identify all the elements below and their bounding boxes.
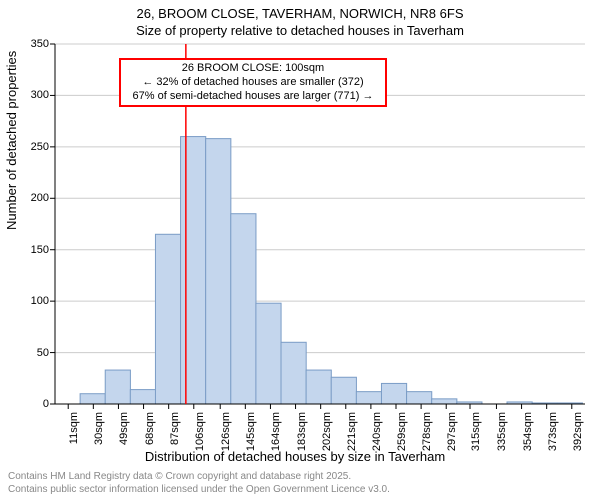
x-tick-label: 145sqm [245,412,257,452]
chart-root: 26, BROOM CLOSE, TAVERHAM, NORWICH, NR8 … [0,0,600,500]
x-tick-label: 68sqm [144,412,156,452]
footer-line1: Contains HM Land Registry data © Crown c… [8,471,390,484]
annotation-line3: 67% of semi-detached houses are larger (… [127,90,379,104]
x-tick-label: 221sqm [346,412,358,452]
x-tick-label: 315sqm [470,412,482,452]
y-tick-label: 250 [31,141,49,153]
chart-title-block: 26, BROOM CLOSE, TAVERHAM, NORWICH, NR8 … [0,6,600,38]
y-tick-label: 200 [31,192,49,204]
annotation-line2: ← 32% of detached houses are smaller (37… [127,76,379,90]
x-tick-label: 164sqm [270,412,282,452]
x-tick-label: 87sqm [169,412,181,452]
y-tick-label: 300 [31,89,49,101]
x-tick-label: 354sqm [522,412,534,452]
annotation-box: 26 BROOM CLOSE: 100sqm ← 32% of detached… [119,58,387,107]
y-tick-label: 150 [31,244,49,256]
x-tick-label: 30sqm [93,412,105,452]
x-tick-label: 126sqm [220,412,232,452]
x-tick-label: 202sqm [321,412,333,452]
y-axis-ticks: 050100150200250300350 [0,44,53,404]
x-tick-label: 183sqm [296,412,308,452]
x-tick-label: 11sqm [68,412,80,452]
x-tick-label: 240sqm [371,412,383,452]
y-tick-label: 350 [31,38,49,50]
y-tick-label: 100 [31,295,49,307]
x-tick-label: 259sqm [396,412,408,452]
footer-line2: Contains public sector information licen… [8,484,390,497]
chart-title-line1: 26, BROOM CLOSE, TAVERHAM, NORWICH, NR8 … [0,6,600,21]
x-tick-label: 297sqm [446,412,458,452]
chart-title-line2: Size of property relative to detached ho… [0,23,600,38]
x-tick-label: 106sqm [194,412,206,452]
x-tick-label: 49sqm [118,412,130,452]
x-tick-label: 392sqm [572,412,584,452]
annotation-line1: 26 BROOM CLOSE: 100sqm [127,62,379,76]
x-tick-label: 278sqm [421,412,433,452]
x-tick-label: 373sqm [547,412,559,452]
footer: Contains HM Land Registry data © Crown c… [8,471,390,496]
y-tick-label: 0 [43,398,49,410]
y-tick-label: 50 [37,347,49,359]
x-axis-ticks: 11sqm 30sqm 49sqm 68sqm 87sqm 106sqm 126sqm 145… [55,404,585,454]
x-tick-label: 335sqm [496,412,508,452]
